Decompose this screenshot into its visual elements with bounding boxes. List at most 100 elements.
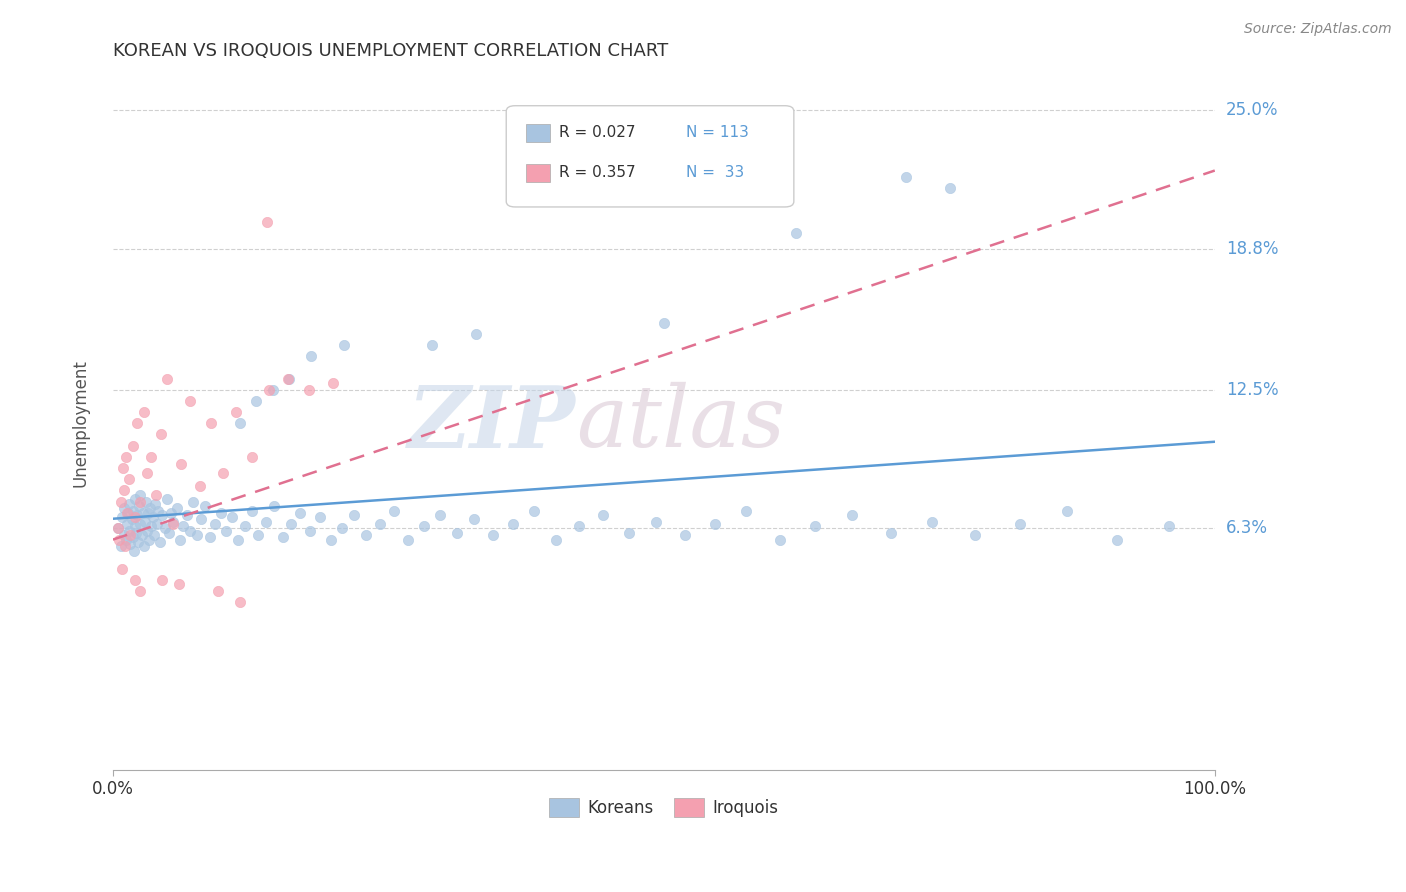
Point (138, 533, 160, 547)
Point (277, 371, 299, 385)
Point (939, 181, 962, 195)
Point (127, 417, 149, 431)
Point (785, 226, 807, 240)
Point (149, 534, 172, 549)
Point (190, 512, 212, 526)
Point (107, 521, 129, 535)
Point (181, 494, 204, 508)
Point (117, 506, 139, 520)
Point (703, 516, 725, 531)
Point (209, 506, 232, 520)
Point (127, 508, 149, 522)
Point (921, 515, 943, 529)
Point (299, 524, 322, 538)
Text: 18.8%: 18.8% (1226, 240, 1278, 258)
Legend: Koreans, Iroquois: Koreans, Iroquois (543, 791, 785, 824)
Point (156, 371, 179, 385)
Point (523, 503, 546, 517)
Point (673, 528, 696, 542)
Point (127, 534, 149, 549)
Point (110, 494, 132, 508)
Point (228, 417, 250, 431)
Point (429, 508, 451, 522)
Point (121, 512, 143, 526)
Point (112, 528, 135, 542)
Point (186, 528, 208, 542)
Point (132, 405, 155, 419)
Text: N = 113: N = 113 (686, 125, 749, 140)
Point (412, 519, 434, 533)
Point (118, 472, 141, 486)
Point (118, 524, 141, 538)
Point (298, 383, 321, 397)
Point (156, 492, 179, 507)
Point (228, 595, 250, 609)
Point (136, 466, 159, 480)
Point (245, 393, 267, 408)
Point (110, 539, 132, 553)
Point (735, 503, 758, 517)
Point (162, 515, 184, 529)
Point (221, 510, 243, 524)
Point (1056, 503, 1078, 517)
Point (592, 508, 614, 522)
Point (124, 519, 146, 533)
Point (150, 427, 173, 442)
Point (128, 499, 150, 513)
Point (309, 510, 332, 524)
Point (422, 338, 444, 352)
Point (1157, 519, 1180, 533)
Point (112, 483, 135, 498)
Point (446, 525, 468, 540)
Point (122, 543, 145, 558)
Point (280, 516, 302, 531)
Point (139, 501, 162, 516)
Point (131, 528, 153, 542)
Point (146, 503, 169, 517)
Point (652, 316, 675, 330)
Point (240, 450, 263, 464)
Point (262, 383, 284, 397)
Point (115, 450, 138, 464)
Point (115, 533, 138, 547)
Point (463, 512, 485, 526)
Text: atlas: atlas (575, 382, 785, 465)
Point (112, 501, 135, 516)
Point (136, 506, 159, 520)
Point (121, 530, 143, 544)
Point (482, 528, 505, 542)
Point (124, 573, 146, 587)
Point (333, 338, 356, 352)
Point (200, 417, 222, 431)
Bar (526, 124, 550, 142)
Point (169, 533, 191, 547)
Point (207, 584, 229, 599)
Point (233, 519, 256, 533)
Point (322, 376, 344, 390)
Point (114, 539, 136, 553)
Point (132, 539, 155, 553)
Point (465, 326, 488, 341)
Point (198, 530, 221, 544)
Point (1105, 533, 1128, 547)
Point (617, 525, 640, 540)
Text: 25.0%: 25.0% (1226, 101, 1278, 120)
Point (271, 530, 294, 544)
Point (135, 494, 157, 508)
Point (176, 508, 198, 522)
Point (170, 457, 193, 471)
Point (162, 516, 184, 531)
Y-axis label: Unemployment: Unemployment (72, 359, 89, 487)
Text: KOREAN VS IROQUOIS UNEMPLOYMENT CORRELATION CHART: KOREAN VS IROQUOIS UNEMPLOYMENT CORRELAT… (112, 42, 668, 60)
Text: Source: ZipAtlas.com: Source: ZipAtlas.com (1244, 22, 1392, 37)
Point (215, 524, 238, 538)
Point (111, 562, 134, 576)
Point (166, 501, 188, 516)
Point (502, 516, 524, 531)
Point (142, 528, 165, 542)
Point (319, 533, 342, 547)
Point (963, 528, 986, 542)
Point (108, 533, 131, 547)
Point (129, 516, 152, 531)
Point (120, 528, 142, 542)
